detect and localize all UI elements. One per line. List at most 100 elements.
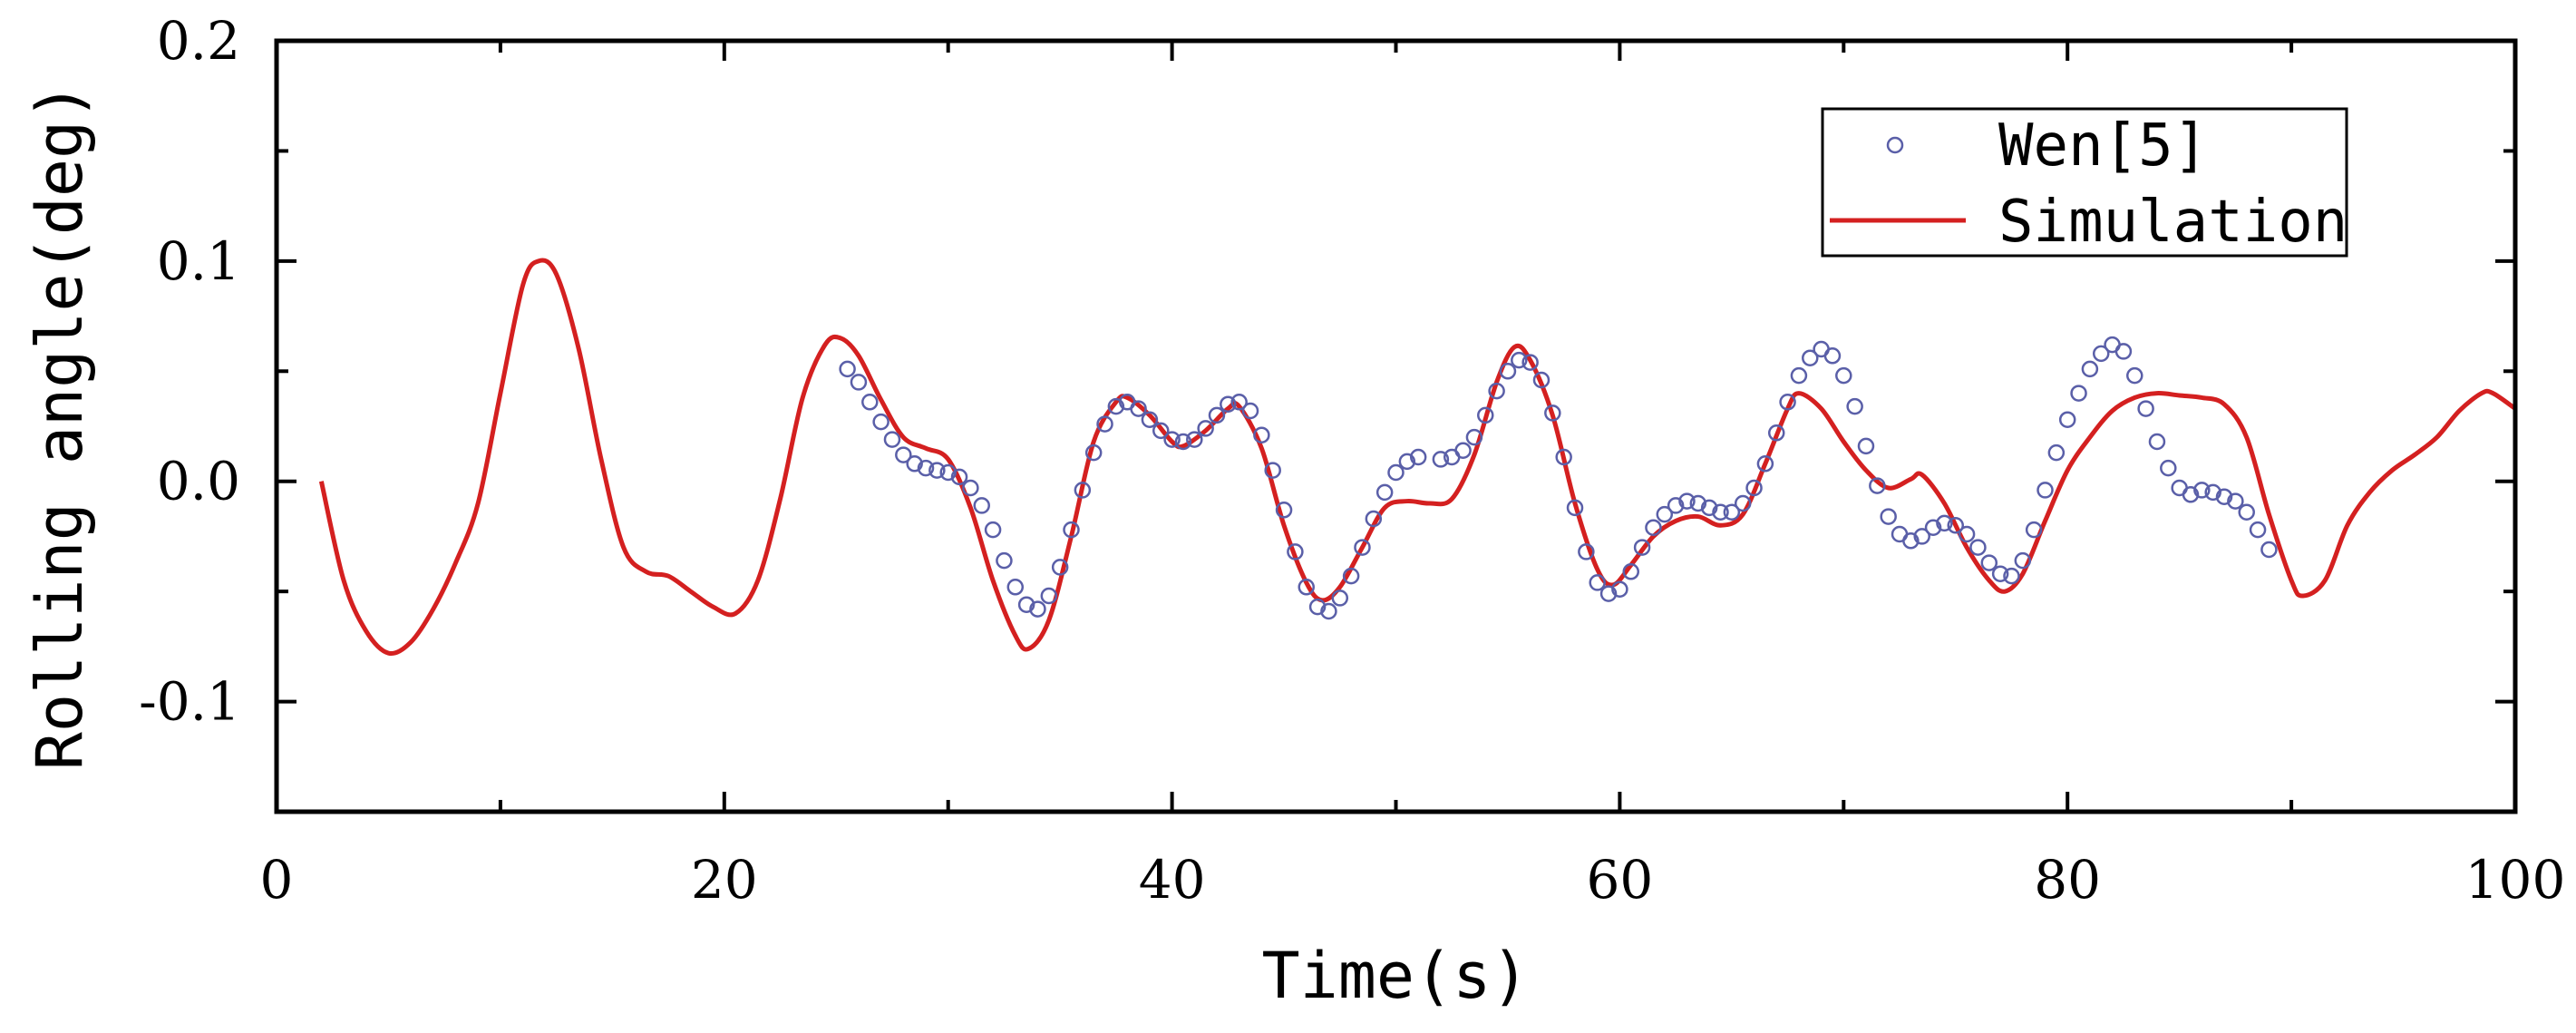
wen-data-point	[1354, 539, 1371, 556]
wen-data-point	[1152, 422, 1170, 440]
wen-data-point	[1342, 567, 1360, 585]
wen-data-point	[1331, 590, 1349, 607]
wen-data-point	[962, 479, 979, 497]
wen-data-point	[895, 446, 912, 463]
wen-data-point	[2047, 443, 2066, 462]
wen-data-point	[2114, 343, 2133, 360]
wen-data-point	[1365, 510, 1383, 528]
wen-data-point	[1432, 451, 1450, 468]
wen-data-point	[1308, 598, 1327, 616]
wen-data-point	[1980, 554, 1998, 571]
wen-data-point	[1936, 514, 1953, 532]
wen-data-point	[2249, 521, 2267, 539]
wen-data-point	[1924, 519, 1942, 536]
wen-data-point	[1511, 351, 1528, 369]
wen-data-point	[1689, 494, 1707, 512]
wen-data-point	[1790, 366, 1808, 385]
x-axis-label: Time(s)	[1261, 939, 1529, 1013]
wen-data-point	[1532, 371, 1550, 389]
wen-data-point	[1633, 539, 1651, 556]
y-axis-label: Rolling angle(deg)	[23, 83, 97, 771]
wen-data-point	[1220, 395, 1237, 413]
wen-data-point	[917, 459, 935, 477]
wen-data-point	[1186, 431, 1203, 448]
legend-label-simulation: Simulation	[1998, 189, 2348, 256]
wen-data-point	[1063, 521, 1080, 539]
wen-data-point	[1084, 443, 1103, 462]
wen-data-point	[1387, 463, 1405, 482]
x-tick-label: 80	[2034, 849, 2101, 911]
wen-data-point	[1544, 404, 1561, 422]
wen-data-point	[1802, 349, 1819, 366]
wen-data-point	[2003, 567, 2020, 585]
wen-data-point	[1107, 397, 1125, 415]
wen-data-point	[1017, 596, 1035, 613]
wen-data-point	[996, 551, 1013, 570]
x-tick-label: 100	[2465, 849, 2566, 911]
wen-data-point	[1454, 442, 1472, 459]
wen-data-point	[1096, 415, 1113, 433]
wen-data-point	[1678, 492, 1696, 510]
wen-data-point	[1163, 431, 1181, 448]
wen-data-point	[839, 360, 856, 378]
plot-marks	[839, 336, 2278, 620]
y-tick-label: -0.1	[139, 671, 240, 733]
wen-data-point	[1398, 453, 1416, 471]
wen-data-point	[1846, 397, 1863, 415]
wen-data-point	[1700, 499, 1718, 517]
wen-data-point	[1287, 543, 1304, 560]
wen-data-point	[2137, 400, 2154, 417]
wen-data-point	[1823, 347, 1842, 365]
wen-data-point	[1040, 587, 1058, 605]
wen-data-point	[950, 468, 968, 486]
legend-box	[1821, 107, 2348, 258]
wen-data-point	[1555, 448, 1572, 466]
wen-data-point	[1622, 563, 1639, 580]
wen-data-point	[1667, 497, 1685, 514]
wen-data-point	[1230, 394, 1248, 411]
wen-data-point	[1241, 402, 1259, 420]
legend: Wen[5] Simulation	[1821, 107, 2348, 258]
legend-label-wen: Wen[5]	[1998, 112, 2208, 180]
wen-data-point	[1958, 525, 1976, 543]
wen-data-point	[1745, 479, 1763, 497]
wen-data-point	[2193, 482, 2211, 499]
wen-data-point	[2070, 385, 2087, 402]
wen-data-point	[2025, 521, 2043, 539]
wen-data-point	[1264, 462, 1281, 479]
wen-data-point	[1141, 411, 1159, 428]
wen-data-point	[1465, 428, 1483, 446]
wen-data-point	[1208, 406, 1226, 424]
wen-data-point	[1756, 455, 1774, 473]
wen-data-point	[1521, 354, 1539, 371]
y-tick-label: 0.1	[157, 230, 240, 292]
wen-data-point	[939, 463, 957, 482]
wen-data-point	[883, 431, 901, 448]
wen-data-point	[1174, 433, 1192, 451]
wen-data-point	[1734, 494, 1752, 512]
wen-data-point	[1051, 559, 1069, 576]
wen-data-point	[861, 394, 879, 411]
x-tick-label: 60	[1586, 849, 1653, 911]
wen-data-point	[2058, 411, 2076, 428]
wen-data-point	[984, 521, 1002, 539]
wen-data-point	[2036, 482, 2054, 499]
wen-data-point	[850, 374, 868, 391]
wen-data-point	[2238, 503, 2255, 521]
wen-data-point	[1130, 400, 1147, 417]
wen-data-point	[906, 455, 923, 473]
wen-data-point	[973, 497, 990, 514]
wen-data-point	[1320, 602, 1337, 620]
wen-data-point	[1947, 517, 1964, 534]
wen-data-point	[1298, 579, 1315, 596]
wen-data-point	[2081, 360, 2099, 378]
wen-data-point	[1029, 600, 1046, 618]
wen-data-point	[1857, 437, 1875, 455]
wen-data-point	[2014, 551, 2032, 570]
wen-data-point	[1599, 585, 1618, 602]
wen-data-point	[2126, 366, 2143, 385]
wen-data-point	[1566, 499, 1584, 517]
wen-data-point	[1197, 420, 1214, 437]
wen-data-point	[2215, 488, 2233, 505]
